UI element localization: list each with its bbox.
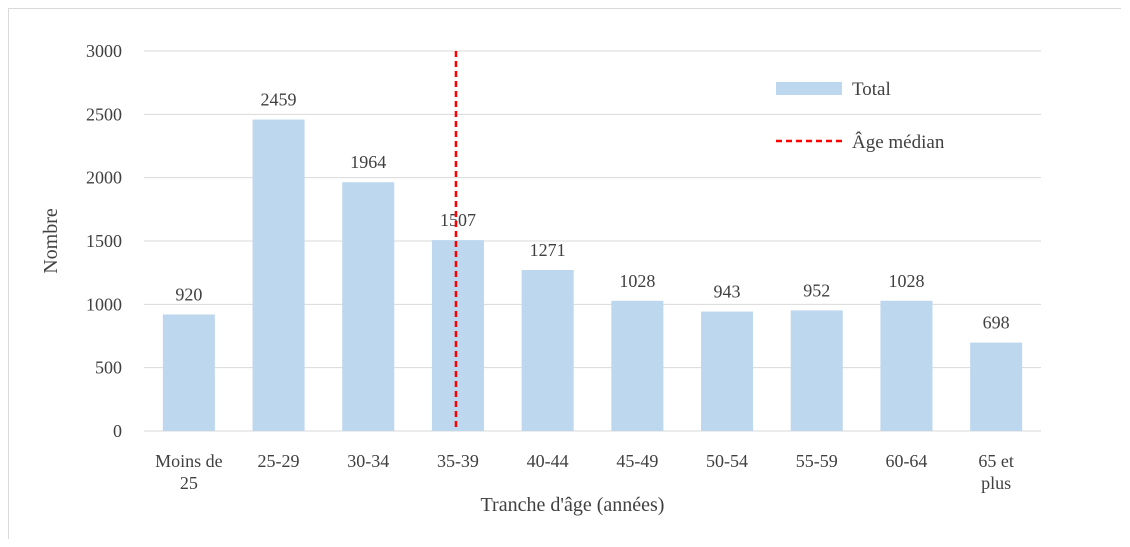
data-label: 1028 [619,271,655,291]
data-label: 952 [803,280,830,300]
bar [342,182,395,431]
bar-chart: 920 2459 1964 1507 1271 1028 943 952 1028 698 0 50… [40,41,1041,516]
y-tick-labels: 0 500 1000 1500 2000 2500 3000 [86,41,122,441]
x-tick-label: 60-64 [885,451,927,471]
data-label: 920 [175,284,202,304]
x-axis-title: Tranche d'âge (années) [481,494,665,516]
y-tick-label: 3000 [86,41,122,61]
x-tick-label: 35-39 [437,451,479,471]
y-tick-label: 1500 [86,231,122,251]
bar [252,119,305,431]
bar [162,314,215,431]
data-label: 943 [714,282,741,302]
x-tick-label: 25-29 [258,451,300,471]
data-label: 1964 [350,152,386,172]
y-tick-label: 2000 [86,168,122,188]
x-tick-label: 65 et [978,451,1014,471]
data-label: 1507 [440,210,476,230]
legend-label-total: Total [852,79,891,100]
x-tick-label: plus [981,473,1011,493]
y-tick-label: 500 [95,358,122,378]
bar [521,270,574,431]
bars [162,119,1023,431]
y-tick-label: 0 [113,421,122,441]
x-tick-label: 50-54 [706,451,748,471]
legend: Total Âge médian [776,79,945,153]
x-tick-label: 25 [180,473,198,493]
bar [611,300,664,431]
bar [701,311,754,431]
x-tick-label: Moins de [155,451,223,471]
x-tick-label: 30-34 [347,451,389,471]
bar [880,300,933,431]
data-label: 2459 [261,90,297,110]
x-tick-label: 40-44 [527,451,569,471]
legend-label-median: Âge médian [852,131,945,153]
x-tick-label: 55-59 [796,451,838,471]
data-labels: 920 2459 1964 1507 1271 1028 943 952 1028 698 [175,90,1009,333]
y-tick-label: 2500 [86,104,122,124]
bar [790,310,843,431]
x-tick-label: 45-49 [616,451,658,471]
data-label: 698 [983,313,1010,333]
bar [431,240,484,431]
data-label: 1028 [888,271,924,291]
y-axis-title: Nombre [40,208,62,274]
legend-swatch-total [776,82,842,95]
chart-frame: 920 2459 1964 1507 1271 1028 943 952 1028 698 0 50… [8,8,1121,539]
y-tick-label: 1000 [86,294,122,314]
bar [970,342,1023,431]
data-label: 1271 [530,240,566,260]
